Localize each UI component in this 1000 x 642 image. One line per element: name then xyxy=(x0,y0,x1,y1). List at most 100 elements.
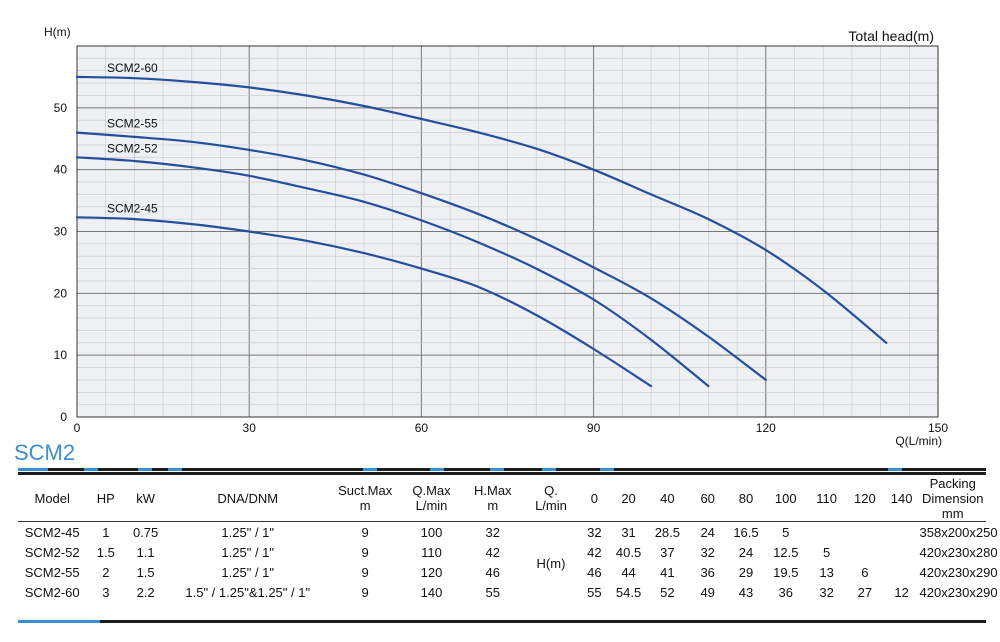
chart-curves: SCM2-60 SCM2-55 SCM2-52 SCM2-45 xyxy=(75,61,888,388)
header-suct: Suct.Max m xyxy=(329,472,401,522)
header-flow-0: 0 xyxy=(578,472,611,522)
header-flow-80: 80 xyxy=(727,472,765,522)
cell-packing: 358x200x250 xyxy=(919,524,998,540)
header-hmax: H.Max m xyxy=(462,472,524,522)
header-packing: Packing Dimension mm xyxy=(919,472,986,522)
cell-hmax: 42 xyxy=(485,544,501,560)
cell-head: 31 xyxy=(621,524,636,540)
cell-head: 29 xyxy=(738,564,754,580)
cell-head: 32 xyxy=(587,524,602,540)
header-accent-strip xyxy=(18,468,986,471)
cell-head: 46 xyxy=(587,564,602,580)
cell-head: 36 xyxy=(700,564,715,580)
cell-head: 41 xyxy=(660,564,675,580)
cell-dna: 1.5" / 1.25"&1.25" / 1" xyxy=(185,584,311,600)
cell-head: 49 xyxy=(700,584,715,600)
table-header-row: Model HP kW DNA/DNM Suct.Max m Q.Max L/min… xyxy=(18,472,986,522)
cell-head: 16.5 xyxy=(733,524,759,540)
cell-qmax: 140 xyxy=(420,584,443,600)
header-q: Q. L/min xyxy=(523,472,579,522)
curve-label: SCM2-45 xyxy=(107,201,158,215)
x-tick-label: 120 xyxy=(756,421,776,435)
y-tick-label: 20 xyxy=(54,286,68,300)
header-dna: DNA/DNM xyxy=(166,472,330,522)
series-title: SCM2 xyxy=(14,440,76,465)
cell-packing: 420x230x290 xyxy=(919,564,998,580)
y-tick-label: 50 xyxy=(54,101,68,115)
cell-head: 37 xyxy=(660,544,675,560)
curve-scm2-45 xyxy=(75,216,653,388)
cell-head: 5 xyxy=(823,544,831,560)
x-axis-label: Q(L/min) xyxy=(895,434,942,448)
cell-head xyxy=(807,522,846,543)
table-bottom-rule xyxy=(18,620,986,623)
cell-kw: 2.2 xyxy=(136,584,155,600)
header-flow-140: 140 xyxy=(883,472,920,522)
cell-head: 28.5 xyxy=(654,524,681,540)
cell-qmax: 120 xyxy=(420,564,443,580)
cell-head xyxy=(846,522,884,543)
chart-grid xyxy=(76,45,939,418)
curve-scm2-55 xyxy=(75,131,767,381)
chart-title: Total head(m) xyxy=(848,28,934,44)
cell-head: 43 xyxy=(738,584,754,600)
cell-suct: 9 xyxy=(361,564,369,580)
cell-head: 32 xyxy=(700,544,715,560)
curve-label: SCM2-55 xyxy=(107,117,158,131)
cell-hp: 1.5 xyxy=(96,544,115,560)
cell-head: 42 xyxy=(587,544,602,560)
table-row: SCM2-52 1.5 1.1 1.25" / 1" 9 110 42 42 4… xyxy=(18,542,998,562)
header-flow-120: 120 xyxy=(846,472,884,522)
cell-head: 12.5 xyxy=(773,544,799,560)
y-tick-label: 40 xyxy=(54,163,68,177)
pump-curve-chart: SCM2-60 SCM2-55 SCM2-52 SCM2-45 0 30 60 90 120 1… xyxy=(44,25,949,448)
cell-packing: 420x230x280 xyxy=(919,544,998,560)
chart-ticks: 0 30 60 90 120 150 0 10 20 30 40 50 xyxy=(54,101,949,435)
cell-head xyxy=(884,522,920,543)
cell-hp: 1 xyxy=(102,524,110,540)
cell-head: 5 xyxy=(782,524,790,540)
cell-qmax: 110 xyxy=(421,544,442,560)
cell-head: 24 xyxy=(700,524,715,540)
cell-hmax: 55 xyxy=(485,584,501,600)
cell-model: SCM2-45 xyxy=(24,524,80,540)
cell-model: SCM2-55 xyxy=(24,564,80,580)
cell-head xyxy=(846,542,884,562)
cell-hp: 3 xyxy=(102,584,110,600)
cell-suct: 9 xyxy=(361,544,369,560)
table-row: SCM2-60 3 2.2 1.5" / 1.25"&1.25" / 1" 9 … xyxy=(18,582,998,604)
cell-hmax: 46 xyxy=(485,564,501,580)
cell-head: 19.5 xyxy=(773,564,799,580)
x-tick-label: 0 xyxy=(74,421,81,435)
y-axis-label: H(m) xyxy=(44,25,71,39)
cell-hp: 2 xyxy=(102,564,110,580)
cell-kw: 1.1 xyxy=(136,544,155,560)
x-tick-label: 150 xyxy=(928,421,948,435)
cell-head xyxy=(884,562,920,582)
cell-head: 52 xyxy=(660,584,675,600)
header-flow-100: 100 xyxy=(764,472,808,522)
plot-border xyxy=(76,45,939,418)
y-tick-label: 10 xyxy=(54,348,68,362)
curve-label: SCM2-60 xyxy=(107,61,158,75)
cell-head: 12 xyxy=(894,584,909,600)
header-flow-110: 110 xyxy=(807,472,847,522)
cell-head xyxy=(884,542,920,562)
cell-suct: 9 xyxy=(361,584,369,600)
cell-suct: 9 xyxy=(361,524,369,540)
x-tick-label: 30 xyxy=(243,421,257,435)
cell-model: SCM2-52 xyxy=(24,544,80,560)
cell-head: 36 xyxy=(778,584,794,600)
cell-head: 13 xyxy=(819,564,834,580)
table-row: SCM2-45 1 0.75 1.25" / 1" 9 100 32 H(m) … xyxy=(18,522,998,571)
curve-label: SCM2-52 xyxy=(107,141,158,155)
cell-head: 24 xyxy=(738,544,754,560)
cell-h-label: H(m) xyxy=(536,555,566,571)
cell-head: 27 xyxy=(857,584,873,600)
cell-kw: 1.5 xyxy=(136,564,155,580)
header-flow-20: 20 xyxy=(610,472,647,522)
y-tick-label: 0 xyxy=(60,410,67,424)
cell-head: 54.5 xyxy=(615,584,642,600)
cell-dna: 1.25" / 1" xyxy=(221,524,275,540)
header-kw: kW xyxy=(125,472,167,522)
